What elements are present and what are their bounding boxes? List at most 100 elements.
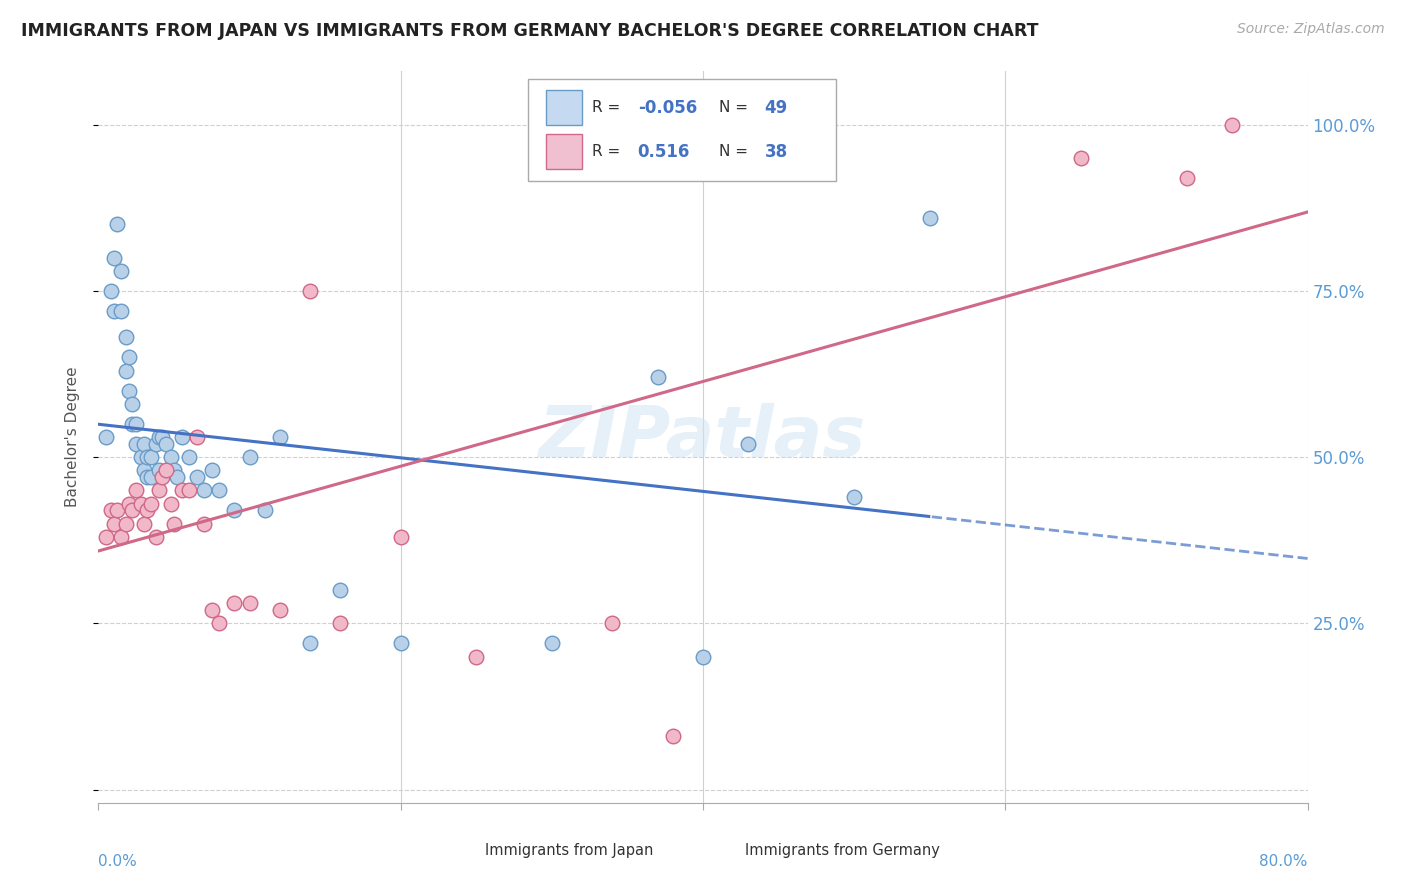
Point <box>125 483 148 498</box>
Point <box>253 503 276 517</box>
Point <box>148 463 170 477</box>
Point <box>239 596 262 610</box>
Point <box>918 211 941 225</box>
Point <box>121 417 143 431</box>
Point <box>208 483 231 498</box>
Point <box>121 503 143 517</box>
Point <box>114 330 136 344</box>
Point <box>129 450 152 464</box>
Point <box>148 483 170 498</box>
Point <box>103 251 125 265</box>
Point <box>150 470 173 484</box>
Point <box>100 284 122 298</box>
Text: -0.056: -0.056 <box>638 99 697 117</box>
Point <box>160 450 183 464</box>
Point <box>844 490 866 504</box>
Point <box>389 636 412 650</box>
Point <box>170 430 193 444</box>
Point <box>329 582 352 597</box>
Point <box>329 616 352 631</box>
Point <box>170 483 193 498</box>
Point <box>163 463 186 477</box>
Point <box>193 516 215 531</box>
Text: Immigrants from Germany: Immigrants from Germany <box>745 843 941 858</box>
Point <box>1175 170 1198 185</box>
Point <box>201 463 224 477</box>
Point <box>389 530 412 544</box>
Point <box>114 516 136 531</box>
Text: 0.516: 0.516 <box>638 143 690 161</box>
Point <box>299 636 322 650</box>
Point <box>166 470 188 484</box>
Point <box>179 483 201 498</box>
Point <box>269 430 291 444</box>
Text: N =: N = <box>718 145 748 160</box>
Point <box>224 596 246 610</box>
Point <box>125 436 148 450</box>
Point <box>100 503 122 517</box>
Point <box>132 436 155 450</box>
Text: R =: R = <box>592 101 620 115</box>
Point <box>602 616 624 631</box>
Text: IMMIGRANTS FROM JAPAN VS IMMIGRANTS FROM GERMANY BACHELOR'S DEGREE CORRELATION C: IMMIGRANTS FROM JAPAN VS IMMIGRANTS FROM… <box>21 22 1039 40</box>
Point <box>269 603 291 617</box>
Point <box>540 151 562 165</box>
Point <box>299 284 322 298</box>
Text: R =: R = <box>592 145 620 160</box>
Point <box>110 530 132 544</box>
FancyBboxPatch shape <box>546 135 582 169</box>
Point <box>208 616 231 631</box>
Point <box>103 516 125 531</box>
Point <box>132 516 155 531</box>
Point <box>186 470 208 484</box>
Point <box>239 450 262 464</box>
Text: 38: 38 <box>765 143 787 161</box>
Point <box>465 649 488 664</box>
FancyBboxPatch shape <box>527 78 837 181</box>
Point <box>148 430 170 444</box>
FancyBboxPatch shape <box>546 90 582 126</box>
Point <box>121 397 143 411</box>
Point <box>179 450 201 464</box>
Point <box>160 497 183 511</box>
Point <box>692 649 714 664</box>
Point <box>135 470 157 484</box>
Point <box>132 463 155 477</box>
Text: ZIPatlas: ZIPatlas <box>540 402 866 472</box>
Point <box>105 217 128 231</box>
Point <box>118 384 141 398</box>
Point <box>114 363 136 377</box>
Point <box>105 503 128 517</box>
Point <box>150 430 173 444</box>
Point <box>1070 151 1092 165</box>
Point <box>135 503 157 517</box>
Point <box>155 436 177 450</box>
Point <box>540 636 562 650</box>
Point <box>647 370 669 384</box>
Point <box>163 516 186 531</box>
Point <box>737 436 759 450</box>
Text: 49: 49 <box>765 99 787 117</box>
Point <box>118 497 141 511</box>
Point <box>103 303 125 318</box>
Point <box>135 450 157 464</box>
Point <box>110 303 132 318</box>
Point <box>155 463 177 477</box>
Point <box>141 450 163 464</box>
Text: 0.0%: 0.0% <box>98 854 138 869</box>
Text: Source: ZipAtlas.com: Source: ZipAtlas.com <box>1237 22 1385 37</box>
Text: N =: N = <box>718 101 748 115</box>
Point <box>224 503 246 517</box>
Y-axis label: Bachelor's Degree: Bachelor's Degree <box>65 367 80 508</box>
Point <box>186 430 208 444</box>
FancyBboxPatch shape <box>703 838 737 862</box>
Text: Immigrants from Japan: Immigrants from Japan <box>485 843 654 858</box>
Point <box>94 430 117 444</box>
Point <box>129 497 152 511</box>
Point <box>94 530 117 544</box>
Point <box>141 497 163 511</box>
Text: 80.0%: 80.0% <box>1260 854 1308 869</box>
Point <box>145 436 167 450</box>
Point <box>661 729 683 743</box>
Point <box>141 470 163 484</box>
